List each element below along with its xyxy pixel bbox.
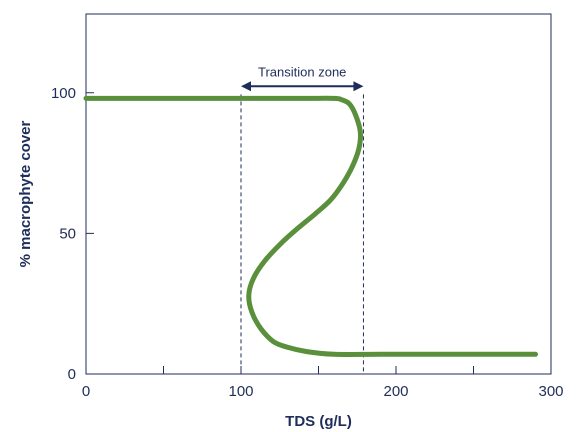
x-tick-label: 100 — [228, 383, 253, 400]
y-axis-label: % macrophyte cover — [17, 120, 34, 267]
arrow-head-right — [353, 81, 364, 92]
x-tick-label: 300 — [538, 383, 563, 400]
y-tick-label: 0 — [68, 366, 76, 383]
x-tick-label: 0 — [82, 383, 90, 400]
x-tick-label: 200 — [383, 383, 408, 400]
y-tick-label: 100 — [51, 85, 76, 102]
transition-zone-label: Transition zone — [258, 64, 346, 79]
y-tick-label: 50 — [59, 225, 76, 242]
x-axis-label: TDS (g/L) — [285, 413, 352, 430]
series-line — [83, 95, 538, 358]
arrow-head-left — [241, 81, 251, 92]
